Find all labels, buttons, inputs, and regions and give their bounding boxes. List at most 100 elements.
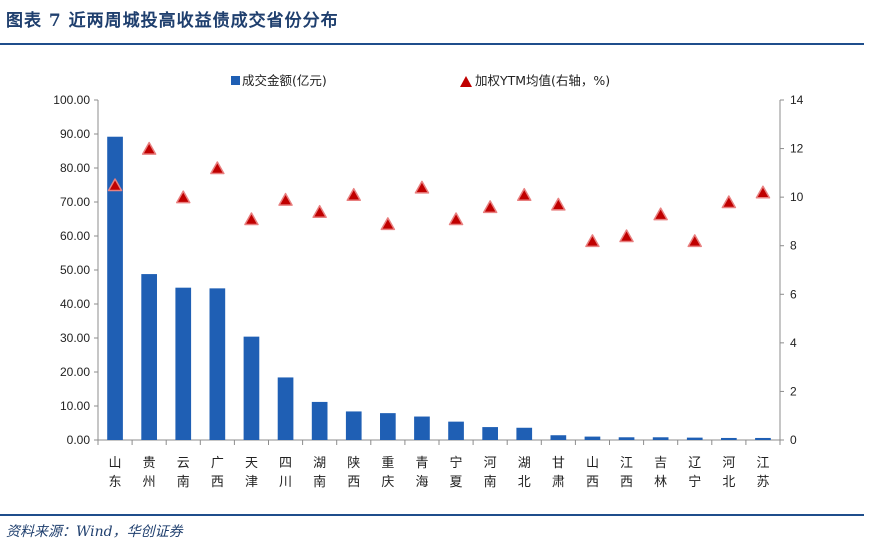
bar [686,437,703,440]
bar [652,437,669,440]
ytm-marker [551,197,566,211]
bar [345,411,362,440]
bar [721,437,737,440]
category-label: 河 [722,456,735,471]
bar [584,436,601,440]
category-label: 林 [654,475,667,490]
ytm-marker [312,204,327,218]
category-label: 湖 [518,456,531,471]
right-tick-label: 8 [790,239,797,253]
category-label: 南 [484,474,497,490]
right-tick-label: 4 [790,336,797,350]
category-label: 湖 [313,456,326,471]
ytm-marker [517,187,532,201]
bar [482,427,498,440]
category-label: 山 [109,456,122,471]
ytm-marker [176,190,191,204]
bar [175,287,192,440]
category-label: 夏 [450,475,463,490]
bar [550,435,567,440]
category-label: 广 [211,456,224,471]
bar [107,136,123,440]
bar [209,288,226,440]
category-label: 东 [109,475,122,490]
left-tick-label: 90.00 [60,127,90,141]
right-tick-label: 10 [790,190,804,204]
ytm-marker [482,200,498,214]
left-tick-label: 60.00 [60,229,90,243]
category-label: 宁 [450,455,463,471]
category-label: 河 [484,456,497,471]
bar [311,401,328,440]
ytm-marker [244,212,259,226]
category-label: 贵 [143,456,156,471]
ytm-marker [380,217,396,231]
category-label: 川 [279,475,292,490]
title-divider [0,43,864,45]
left-tick-label: 100.00 [53,93,90,107]
left-tick-label: 0.00 [67,433,91,447]
category-label: 肃 [552,475,565,490]
left-tick-label: 70.00 [60,195,90,209]
left-tick-label: 20.00 [60,365,90,379]
bar [141,274,157,440]
left-tick-label: 80.00 [60,161,90,175]
ytm-marker [585,234,600,248]
right-tick-label: 6 [790,287,797,301]
ytm-marker [141,141,157,155]
right-tick-label: 0 [790,433,797,447]
left-tick-label: 30.00 [60,331,90,345]
category-label: 庆 [381,475,394,490]
bar [755,437,771,440]
category-label: 云 [177,456,190,471]
category-label: 北 [722,475,735,490]
source-note: 资料来源：Wind，华创证券 [6,524,183,540]
right-tick-label: 12 [790,142,804,156]
ytm-marker [687,234,702,248]
page-title: 图表 7 近两周城投高收益债成交省份分布 [6,11,339,31]
category-label: 吉 [654,456,667,471]
marker-series [107,141,771,248]
category-label: 北 [518,475,531,490]
category-label: 州 [143,475,156,490]
chart-axes: 0.00 10.00 20.00 30.00 40.00 50.00 60.00 70.00 8… [53,93,803,447]
category-label: 江 [756,456,769,471]
left-tick-label: 40.00 [60,297,90,311]
bar [243,336,260,440]
ytm-marker [721,195,737,209]
legend-label-bar: 成交金额(亿元) [242,73,327,88]
category-label: 西 [620,475,633,490]
category-label: 天 [245,456,258,471]
category-label: 海 [415,475,428,490]
ytm-marker [278,192,293,206]
bar [414,416,430,440]
legend-swatch-bar [231,76,240,85]
category-label: 陕 [347,456,360,471]
bar-series [107,136,771,440]
ytm-marker [619,229,634,243]
category-label: 宁 [688,474,701,490]
legend-label-marker: 加权YTM均值(右轴，%) [475,73,610,88]
category-label: 四 [279,456,292,471]
category-label: 南 [177,474,190,490]
bar [380,413,396,440]
ytm-marker [448,212,464,226]
legend-swatch-marker [460,76,472,87]
category-label: 青 [415,456,428,471]
ytm-marker [107,178,123,192]
left-tick-label: 10.00 [60,399,90,413]
category-label: 津 [245,475,258,490]
bar [448,421,464,440]
bar [516,427,533,440]
ytm-marker [210,161,225,175]
chart-legend: 成交金额(亿元) 加权YTM均值(右轴，%) [231,73,610,88]
right-tick-label: 2 [790,384,797,398]
ytm-marker [346,187,361,201]
category-label: 甘 [552,456,565,471]
category-label: 重 [381,455,394,471]
category-label: 西 [211,475,224,490]
ytm-marker [755,185,771,199]
ytm-marker [653,207,668,221]
category-label: 苏 [756,474,769,490]
